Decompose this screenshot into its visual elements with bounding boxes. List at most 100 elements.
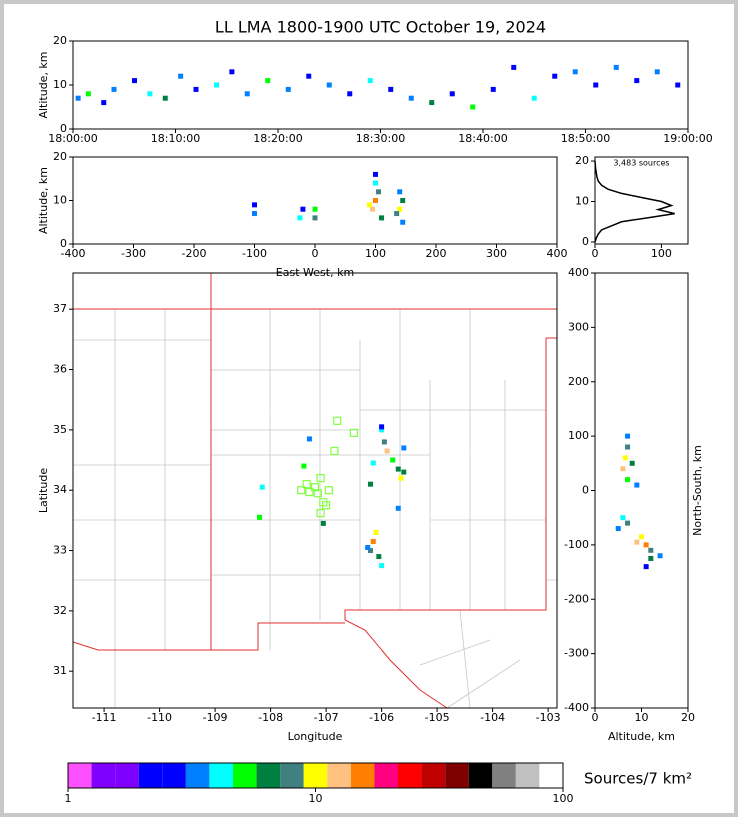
source-point (252, 211, 257, 217)
colorbar-box (280, 763, 304, 788)
source-point (259, 484, 265, 490)
source-point (368, 481, 374, 487)
source-point (326, 82, 332, 88)
altitude-histogram (594, 160, 675, 243)
source-point (643, 564, 649, 570)
y-tick-label: 100 (568, 429, 589, 442)
source-point (373, 180, 378, 186)
source-point (449, 91, 455, 97)
source-point (511, 64, 517, 70)
source-point (85, 91, 91, 97)
x-tick-label: -110 (147, 711, 172, 724)
x-tick-label: -108 (258, 711, 283, 724)
source-point (639, 534, 644, 540)
source-point (395, 505, 401, 511)
y-tick-label: 33 (53, 544, 67, 557)
y-axis-label: Latitude (37, 468, 50, 514)
source-point (312, 215, 318, 221)
y-tick-label: 32 (53, 604, 67, 617)
source-point (625, 520, 631, 526)
plot-frame (594, 156, 689, 245)
x-tick-label: 18:50:00 (561, 132, 610, 145)
source-point (615, 526, 621, 532)
source-point (401, 445, 407, 451)
source-point (379, 427, 385, 433)
source-point (101, 100, 107, 106)
source-point (625, 477, 631, 483)
x-tick-label: -106 (369, 711, 394, 724)
source-point (370, 538, 376, 544)
station (330, 446, 339, 456)
x-tick-label: -103 (536, 711, 561, 724)
source-point (306, 436, 312, 442)
colorbar-box (398, 763, 422, 788)
source-point (643, 542, 649, 548)
source-point (397, 189, 403, 195)
station (333, 416, 342, 425)
source-point (648, 547, 654, 553)
source-point (395, 466, 401, 472)
station (302, 480, 311, 489)
source-point (244, 91, 250, 97)
x-tick-label: 300 (486, 247, 507, 260)
source-point (654, 69, 660, 75)
x-tick-label: 0 (312, 247, 319, 260)
y-tick-label: 34 (53, 483, 67, 496)
source-point (400, 219, 406, 225)
x-tick-label: 10 (635, 711, 649, 724)
y-tick-label: 35 (53, 423, 67, 436)
x-tick-label: 18:40:00 (458, 132, 507, 145)
station (316, 509, 325, 518)
x-axis-label: Longitude (288, 730, 343, 743)
x-tick-label: 100 (651, 247, 672, 260)
y-tick-label: -200 (564, 592, 589, 605)
source-point (229, 69, 235, 75)
colorbar-box (515, 763, 540, 788)
x-tick-label: 200 (426, 247, 447, 260)
source-point (634, 539, 640, 545)
source-point (265, 78, 271, 84)
colorbar-box (68, 763, 92, 788)
colorbar-box (350, 763, 375, 788)
source-point (675, 82, 681, 88)
source-point (657, 553, 663, 559)
chart-title: LL LMA 1800-1900 UTC October 19, 2024 (215, 18, 546, 37)
source-point (370, 460, 376, 466)
source-point (162, 95, 168, 101)
source-point (297, 215, 303, 221)
y-tick-label: -400 (564, 701, 589, 714)
source-point (366, 202, 372, 208)
x-tick-label: -300 (121, 247, 146, 260)
x-tick-label: -104 (480, 711, 505, 724)
source-point (252, 202, 257, 208)
colorbar-label: Sources/7 km² (584, 770, 692, 788)
colorbar-box (162, 763, 186, 788)
y-axis-label: Altitude, km (37, 51, 50, 118)
source-point (367, 78, 373, 84)
x-tick-label: -100 (242, 247, 267, 260)
y-tick-label: 0 (582, 235, 589, 248)
annotation: 3,483 sources (613, 159, 669, 168)
source-point (408, 95, 414, 101)
colorbar-box (256, 763, 281, 788)
colorbar-box (209, 763, 233, 788)
source-point (390, 457, 396, 463)
y-tick-label: 300 (568, 320, 589, 333)
source-point (256, 514, 262, 520)
y-tick-label: 36 (53, 363, 67, 376)
station (310, 483, 320, 492)
x-tick-label: 18:00:00 (48, 132, 97, 145)
y-tick-label: 400 (568, 266, 589, 279)
source-point (398, 475, 404, 481)
y-tick-label: 10 (575, 195, 589, 208)
station (305, 487, 314, 497)
source-point (347, 91, 353, 97)
map-background (72, 273, 557, 709)
x-tick-label: 19:00:00 (663, 132, 712, 145)
y-tick-label: 10 (53, 78, 67, 91)
source-point (622, 455, 628, 461)
colorbar-box (138, 763, 163, 788)
station (313, 489, 322, 498)
